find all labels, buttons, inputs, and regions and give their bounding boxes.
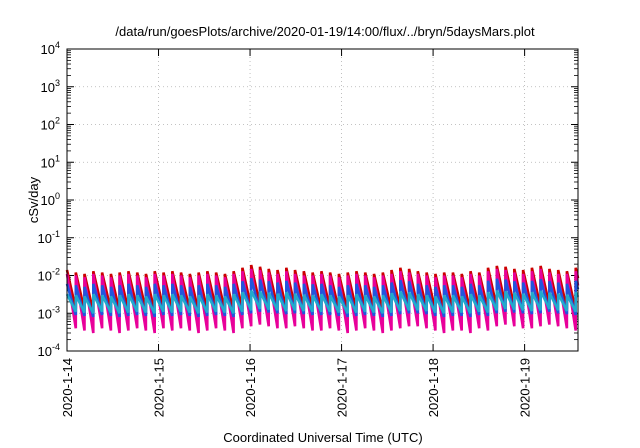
y-tick-label: 101 — [41, 153, 60, 170]
series-line — [65, 289, 580, 314]
x-axis-tick-labels: 2020-1-14 2020-1-15 2020-1-16 2020-1-17 2020… — [60, 358, 533, 417]
x-tick-label: 2020-1-14 — [60, 358, 75, 417]
x-tick-label: 2020-1-15 — [152, 358, 167, 417]
chart-title: /data/run/goesPlots/archive/2020-01-19/1… — [115, 24, 535, 39]
x-tick-label: 2020-1-16 — [243, 358, 258, 417]
y-tick-label: 103 — [41, 78, 60, 95]
y-tick-label: 10-2 — [38, 267, 60, 284]
x-tick-label: 2020-1-17 — [335, 358, 350, 417]
y-axis-label: cSv/day — [26, 176, 41, 223]
series-group — [65, 264, 580, 334]
y-tick-label: 10-3 — [38, 304, 60, 321]
x-axis-label: Coordinated Universal Time (UTC) — [223, 430, 422, 445]
y-axis-tick-labels: 10-4 10-3 10-2 10-1 100 101 102 103 104 — [38, 40, 60, 359]
y-tick-label: 10-1 — [38, 229, 60, 246]
y-tick-label: 102 — [41, 116, 60, 133]
plot-frame — [66, 48, 579, 352]
y-tick-label: 100 — [41, 191, 60, 208]
x-tick-label: 2020-1-18 — [426, 358, 441, 417]
y-tick-label: 10-4 — [38, 342, 60, 359]
y-tick-label: 104 — [41, 40, 60, 57]
x-tick-label: 2020-1-19 — [518, 358, 533, 417]
